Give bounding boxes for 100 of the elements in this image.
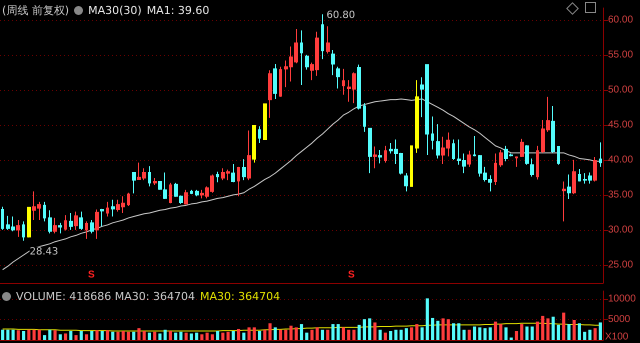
candlestick — [79, 211, 83, 230]
candlestick — [336, 66, 340, 89]
candlestick — [567, 174, 571, 200]
bar — [210, 334, 214, 340]
candlestick — [494, 153, 497, 186]
bar — [305, 332, 308, 340]
bar — [342, 327, 346, 340]
bar — [347, 330, 350, 340]
candlestick — [148, 166, 151, 187]
bar — [536, 322, 540, 340]
bar — [80, 331, 83, 340]
bar — [190, 333, 193, 340]
annotation: 28.43 — [30, 246, 58, 258]
candlestick — [195, 189, 199, 197]
chart-title: (周线 前复权) — [2, 3, 70, 18]
bar — [420, 327, 424, 340]
bar — [179, 332, 182, 340]
bar — [525, 326, 529, 340]
bar — [594, 328, 597, 340]
bar — [111, 332, 114, 340]
candlestick — [300, 30, 303, 86]
candlestick — [216, 171, 219, 183]
bar — [362, 319, 366, 340]
candlestick — [499, 150, 503, 168]
y-tick-label: 5000 — [608, 314, 631, 326]
bar — [494, 322, 498, 340]
y-tick-label: 50.00 — [608, 84, 634, 96]
bar — [284, 330, 288, 340]
y-tick-label: 60.00 — [608, 14, 634, 26]
bar — [530, 326, 534, 340]
candlestick — [268, 70, 272, 118]
bar — [472, 326, 476, 340]
bar — [12, 330, 15, 340]
candlestick — [163, 172, 167, 200]
bar — [200, 334, 204, 340]
candlestick — [132, 172, 136, 194]
bar — [42, 335, 46, 340]
bar — [415, 324, 418, 340]
candlestick — [326, 26, 330, 54]
candlestick — [279, 66, 282, 98]
bar — [358, 324, 361, 340]
bar — [404, 328, 408, 340]
bar — [164, 330, 167, 340]
bar — [352, 330, 356, 340]
candlestick — [530, 158, 534, 178]
candlestick — [153, 178, 157, 186]
candlestick — [378, 150, 382, 164]
candlestick — [258, 126, 261, 144]
candlestick — [106, 201, 109, 218]
candlestick — [237, 166, 240, 197]
bar — [195, 332, 198, 340]
bar — [483, 328, 487, 340]
bar — [158, 333, 162, 340]
bar — [336, 324, 340, 340]
bar — [394, 330, 398, 340]
bar — [22, 331, 26, 340]
bar — [520, 324, 524, 340]
bar — [556, 324, 560, 340]
bar — [588, 330, 592, 340]
candlestick — [69, 212, 73, 230]
candlestick — [536, 145, 539, 180]
candlestick — [404, 172, 408, 192]
bar — [326, 330, 330, 340]
candlestick — [305, 54, 309, 70]
candlestick — [373, 146, 377, 169]
bar — [148, 332, 152, 340]
bar — [552, 316, 555, 340]
bar — [499, 324, 502, 340]
bar — [1, 330, 4, 340]
bar — [174, 332, 178, 340]
candlestick — [53, 217, 57, 234]
bar — [289, 326, 293, 340]
bar — [389, 331, 392, 340]
bar — [232, 331, 235, 340]
candlestick — [321, 14, 324, 60]
bar — [106, 330, 110, 340]
bar — [216, 331, 220, 340]
candlestick — [415, 80, 419, 154]
candlestick — [384, 145, 387, 164]
candlestick — [247, 130, 251, 181]
candlestick — [242, 158, 246, 181]
bar — [373, 322, 376, 340]
y-tick-label: 25.00 — [608, 259, 634, 270]
bar — [462, 330, 466, 340]
bar — [48, 330, 52, 340]
bar — [38, 330, 41, 340]
y-axis-title: X100 — [605, 332, 629, 342]
bar — [541, 316, 544, 340]
candlestick — [578, 168, 581, 182]
candlestick — [557, 146, 560, 166]
annotation: S — [348, 270, 355, 280]
candlestick — [64, 214, 67, 232]
bar — [442, 318, 445, 340]
bar — [426, 298, 429, 340]
chart-title: VOLUME: 418686 MA30: 364704 — [16, 290, 195, 303]
bar — [116, 332, 120, 340]
annotation: MA30(30) — [88, 4, 142, 17]
bar — [58, 334, 62, 340]
y-tick-label: 45.00 — [608, 119, 634, 130]
bar — [137, 328, 141, 340]
